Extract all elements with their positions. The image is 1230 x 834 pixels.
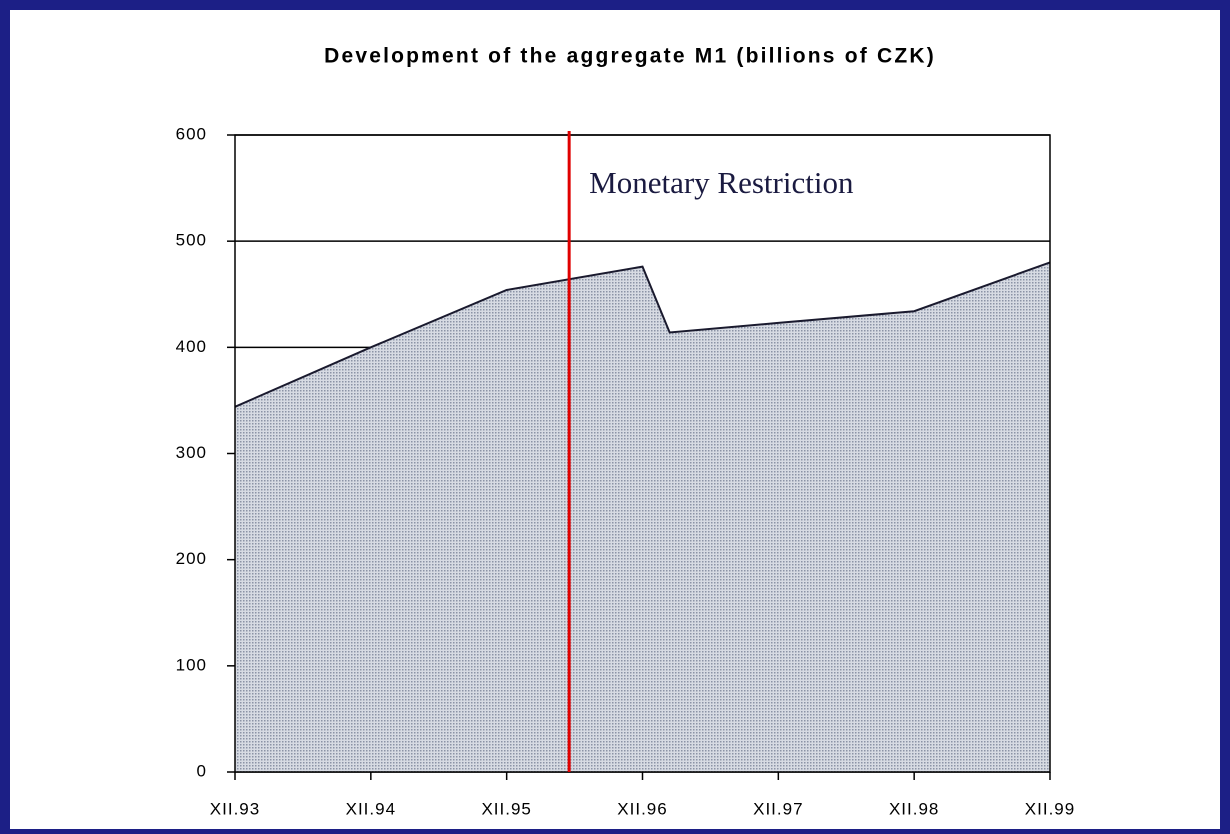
area: [235, 262, 1050, 772]
y-tick-label: 600: [176, 124, 207, 143]
plot-frame: [234, 134, 1051, 773]
x-tick-label: XII.95: [481, 799, 531, 818]
area-line: [234, 261, 1051, 408]
x-tick-label: XII.94: [346, 799, 396, 818]
chart-title: Development of the aggregate M1 (billion…: [324, 45, 936, 68]
y-tick-label: 0: [197, 761, 207, 780]
x-tick-label: XII.96: [617, 799, 667, 818]
x-tick-label: XII.98: [889, 799, 939, 818]
y-tick-label: 300: [176, 443, 207, 462]
x-tick-label: XII.93: [210, 799, 260, 818]
x-tick-label: XII.97: [753, 799, 803, 818]
x-tick-label: XII.99: [1025, 799, 1075, 818]
y-tick-label: 400: [176, 337, 207, 356]
annotation-label: Monetary Restriction: [589, 165, 854, 200]
y-tick-label: 500: [176, 231, 207, 250]
y-tick-label: 200: [176, 549, 207, 568]
y-tick-label: 100: [176, 655, 207, 674]
